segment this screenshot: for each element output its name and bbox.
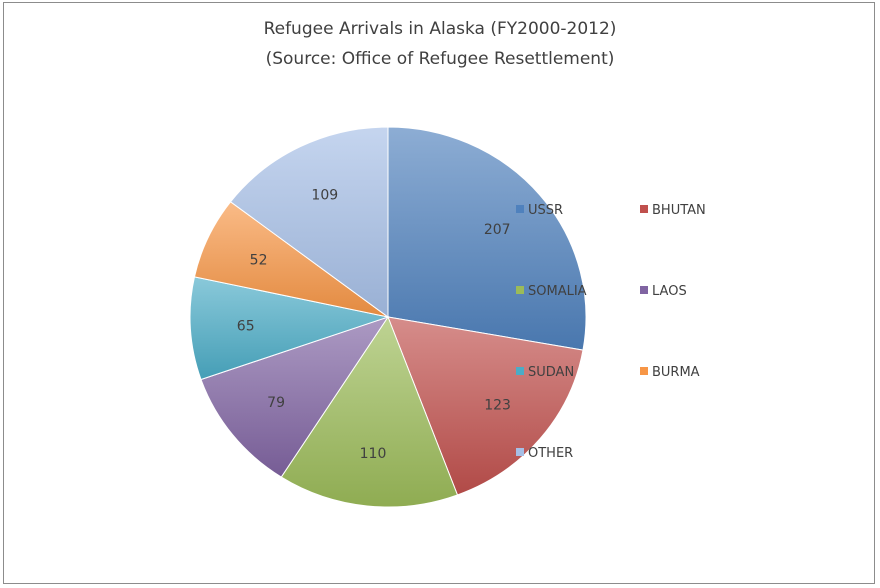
pie-slice-laos	[200, 316, 390, 478]
pie-slice-sudan	[189, 276, 390, 381]
pie-slice-other	[229, 126, 389, 318]
chart-title: Refugee Arrivals in Alaska (FY2000-2012)	[264, 19, 617, 39]
legend-label-bhutan: BHUTAN	[652, 203, 706, 218]
legend-swatch-burma	[640, 367, 648, 375]
pie-chart: Refugee Arrivals in Alaska (FY2000-2012)…	[189, 19, 706, 508]
slice-label-burma: 52	[250, 253, 268, 269]
legend-label-somalia: SOMALIA	[528, 284, 587, 299]
legend-swatch-sudan	[516, 367, 524, 375]
slice-label-sudan: 65	[237, 318, 255, 334]
slice-label-other: 109	[311, 187, 338, 203]
legend-label-burma: BURMA	[652, 365, 700, 380]
legend-item-somalia: SOMALIA	[516, 284, 587, 299]
legend-swatch-laos	[640, 286, 648, 294]
legend-item-burma: BURMA	[640, 365, 700, 380]
legend-item-laos: LAOS	[640, 284, 687, 299]
chart-subtitle: (Source: Office of Refugee Resettlement)	[266, 49, 615, 69]
legend-item-bhutan: BHUTAN	[640, 203, 706, 218]
slice-labels: 207 123 110 79 65 52 109	[237, 187, 511, 462]
pie-slices	[189, 126, 587, 508]
pie-slice-somalia	[280, 315, 459, 508]
legend-swatch-ussr	[516, 205, 524, 213]
legend-label-sudan: SUDAN	[528, 365, 574, 380]
pie-slice-bhutan	[387, 316, 584, 496]
legend-label-laos: LAOS	[652, 284, 687, 299]
legend-swatch-other	[516, 448, 524, 456]
legend-item-sudan: SUDAN	[516, 365, 574, 380]
legend-item-ussr: USSR	[516, 203, 563, 218]
chart-frame: Refugee Arrivals in Alaska (FY2000-2012)…	[3, 2, 875, 584]
slice-label-ussr: 207	[484, 222, 511, 238]
slice-label-somalia: 110	[360, 446, 387, 462]
legend-label-other: OTHER	[528, 446, 573, 461]
legend-swatch-bhutan	[640, 205, 648, 213]
legend-label-ussr: USSR	[528, 203, 563, 218]
pie-slice-ussr	[387, 126, 587, 351]
legend-swatch-somalia	[516, 286, 524, 294]
slice-label-laos: 79	[267, 395, 285, 411]
slice-label-bhutan: 123	[484, 398, 511, 414]
legend: USSR BHUTAN SOMALIA LAOS SUDAN BURMA OTHER	[516, 203, 706, 461]
legend-item-other: OTHER	[516, 446, 573, 461]
